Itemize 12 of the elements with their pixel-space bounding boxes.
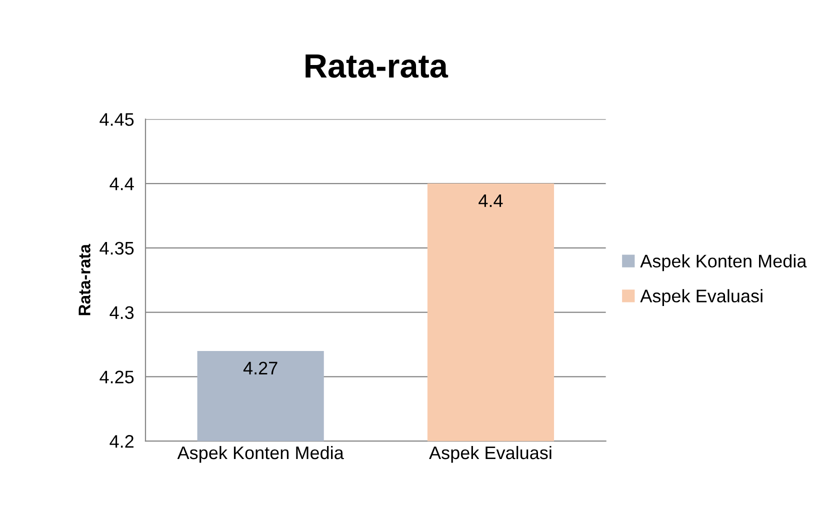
y-tick-label: 4.3 xyxy=(110,306,134,320)
legend-label: Aspek Konten Media xyxy=(640,254,807,272)
y-tick-label: 4.25 xyxy=(100,370,134,384)
y-tick-label: 4.4 xyxy=(110,178,134,190)
y-tick-label: 4.2 xyxy=(110,435,134,448)
chart-title: Rata-rata xyxy=(306,54,448,78)
data-label: 4.4 xyxy=(478,194,503,207)
data-label: 4.27 xyxy=(243,362,278,374)
legend-label: Aspek Evaluasi xyxy=(640,289,762,306)
y-tick-label: 4.45 xyxy=(100,113,134,126)
y-axis-title: Rata-rata xyxy=(78,244,90,316)
y-tick-label: 4.35 xyxy=(100,242,134,255)
